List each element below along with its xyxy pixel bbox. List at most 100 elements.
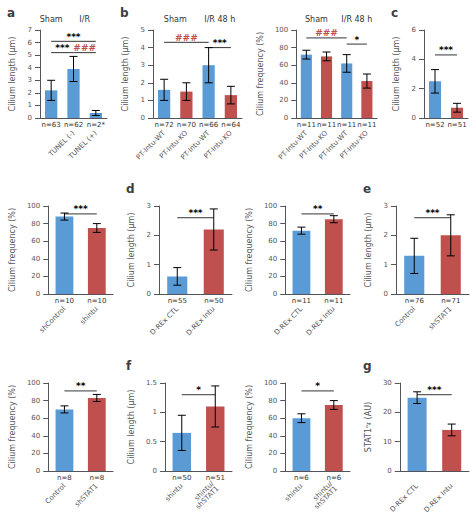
svg-text:b: b bbox=[120, 6, 129, 20]
svg-text:shintu: shintu bbox=[163, 482, 184, 503]
svg-text:100: 100 bbox=[264, 202, 277, 210]
svg-text:Cilium length (μm): Cilium length (μm) bbox=[120, 37, 129, 112]
svg-text:Control: Control bbox=[393, 305, 417, 329]
svg-text:n=11: n=11 bbox=[292, 297, 311, 305]
svg-text:n=11: n=11 bbox=[324, 297, 343, 305]
svg-text:n=55: n=55 bbox=[167, 297, 186, 305]
svg-text:60: 60 bbox=[268, 238, 277, 246]
svg-text:I/R 48 h: I/R 48 h bbox=[204, 15, 235, 24]
svg-text:1.5: 1.5 bbox=[145, 379, 156, 387]
svg-text:2: 2 bbox=[383, 232, 387, 240]
svg-text:40: 40 bbox=[31, 255, 40, 263]
svg-text:n=11: n=11 bbox=[317, 121, 336, 129]
svg-text:5: 5 bbox=[28, 51, 32, 59]
svg-text:n=52: n=52 bbox=[425, 121, 444, 129]
svg-text:4: 4 bbox=[28, 64, 33, 72]
svg-text:***: *** bbox=[425, 209, 439, 219]
svg-text:0: 0 bbox=[284, 114, 288, 122]
svg-text:***: *** bbox=[74, 205, 88, 215]
svg-text:PT-Intu-KO: PT-Intu-KO bbox=[202, 129, 234, 161]
svg-text:80: 80 bbox=[31, 220, 40, 228]
svg-text:0: 0 bbox=[411, 114, 415, 122]
svg-text:n=10: n=10 bbox=[87, 297, 106, 305]
svg-text:80: 80 bbox=[280, 44, 289, 52]
svg-text:n=6: n=6 bbox=[326, 473, 341, 481]
svg-text:n=11: n=11 bbox=[337, 121, 356, 129]
svg-text:n=51: n=51 bbox=[205, 473, 224, 481]
svg-text:n=11: n=11 bbox=[297, 121, 316, 129]
svg-text:n=11: n=11 bbox=[358, 121, 377, 129]
svg-text:Sham: Sham bbox=[164, 15, 187, 24]
svg-text:shControl: shControl bbox=[38, 305, 67, 334]
svg-text:f: f bbox=[126, 359, 132, 373]
svg-text:3: 3 bbox=[140, 61, 144, 69]
svg-text:c: c bbox=[391, 6, 398, 20]
svg-text:40: 40 bbox=[31, 431, 40, 439]
svg-text:Cilium length (μm): Cilium length (μm) bbox=[8, 37, 17, 112]
svg-text:Cilium length (μm): Cilium length (μm) bbox=[126, 389, 135, 464]
svg-text:n=6: n=6 bbox=[294, 473, 309, 481]
svg-text:60: 60 bbox=[31, 414, 40, 422]
svg-text:40: 40 bbox=[268, 255, 277, 263]
svg-text:2: 2 bbox=[28, 89, 32, 97]
svg-text:**: ** bbox=[313, 205, 323, 215]
svg-text:6: 6 bbox=[411, 26, 416, 34]
svg-text:20: 20 bbox=[382, 408, 391, 416]
svg-text:n=63: n=63 bbox=[42, 121, 61, 129]
svg-text:5: 5 bbox=[140, 26, 144, 34]
svg-text:n=71: n=71 bbox=[441, 297, 460, 305]
svg-text:g: g bbox=[363, 359, 372, 373]
svg-text:0: 0 bbox=[36, 290, 40, 298]
svg-text:a: a bbox=[7, 6, 15, 20]
svg-text:n=64: n=64 bbox=[221, 121, 241, 129]
svg-text:shSTAT1: shSTAT1 bbox=[313, 484, 339, 510]
svg-text:n=2*: n=2* bbox=[87, 121, 106, 129]
svg-text:###: ### bbox=[175, 33, 198, 43]
svg-text:60: 60 bbox=[280, 61, 289, 69]
svg-text:Cilium frequency (%): Cilium frequency (%) bbox=[8, 208, 17, 292]
svg-text:Sham: Sham bbox=[305, 15, 328, 24]
svg-text:80: 80 bbox=[31, 396, 40, 404]
svg-text:shSTAT1: shSTAT1 bbox=[427, 305, 453, 331]
svg-text:*: * bbox=[196, 385, 201, 395]
svg-text:80: 80 bbox=[268, 396, 277, 404]
svg-text:7: 7 bbox=[28, 26, 32, 34]
svg-text:n=51: n=51 bbox=[447, 121, 466, 129]
svg-text:60: 60 bbox=[268, 414, 277, 422]
svg-text:0: 0 bbox=[36, 467, 40, 475]
svg-text:TUNEL (+): TUNEL (+) bbox=[67, 129, 99, 161]
svg-text:shSTAT1: shSTAT1 bbox=[194, 484, 220, 510]
svg-text:Cilium length (μm): Cilium length (μm) bbox=[363, 213, 372, 288]
svg-text:Sham: Sham bbox=[40, 15, 63, 24]
svg-text:***: *** bbox=[439, 45, 453, 55]
svg-text:2: 2 bbox=[146, 232, 150, 240]
svg-text:100: 100 bbox=[27, 379, 40, 387]
svg-text:2: 2 bbox=[140, 79, 144, 87]
svg-text:3: 3 bbox=[28, 76, 32, 84]
svg-text:I/R 48 h: I/R 48 h bbox=[342, 15, 373, 24]
svg-text:Cilium frequency (%): Cilium frequency (%) bbox=[245, 208, 254, 292]
svg-text:***: *** bbox=[55, 43, 69, 53]
svg-text:***: *** bbox=[188, 209, 202, 219]
svg-text:40: 40 bbox=[268, 431, 277, 439]
svg-text:1: 1 bbox=[146, 261, 150, 269]
svg-text:e: e bbox=[363, 182, 371, 196]
svg-text:D-REx CTL: D-REx CTL bbox=[273, 305, 305, 337]
svg-text:shSTAT1: shSTAT1 bbox=[73, 482, 99, 508]
svg-text:Control: Control bbox=[44, 482, 68, 506]
svg-text:3: 3 bbox=[146, 202, 150, 210]
svg-text:**: ** bbox=[76, 381, 86, 391]
svg-text:n=8: n=8 bbox=[57, 473, 72, 481]
svg-text:Cilium frequency (%): Cilium frequency (%) bbox=[256, 32, 265, 116]
svg-text:D-REx CTL: D-REx CTL bbox=[388, 482, 420, 514]
svg-text:0: 0 bbox=[387, 467, 391, 475]
svg-text:2: 2 bbox=[411, 85, 415, 93]
svg-text:0: 0 bbox=[273, 467, 277, 475]
svg-text:80: 80 bbox=[268, 220, 277, 228]
svg-text:n=66: n=66 bbox=[199, 121, 219, 129]
svg-text:20: 20 bbox=[268, 449, 277, 457]
svg-text:0: 0 bbox=[140, 114, 144, 122]
svg-text:###: ### bbox=[73, 43, 96, 53]
svg-text:*: * bbox=[315, 381, 320, 391]
svg-text:shintu: shintu bbox=[79, 305, 100, 326]
